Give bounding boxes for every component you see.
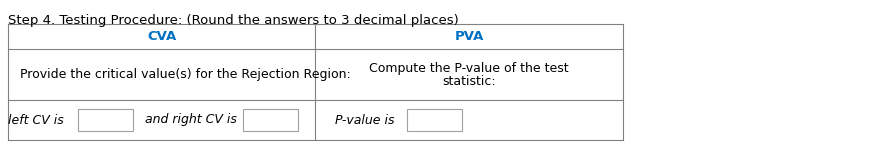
Text: CVA: CVA xyxy=(147,30,176,43)
Text: and right CV is: and right CV is xyxy=(145,114,237,127)
Text: Step 4. Testing Procedure: (Round the answers to 3 decimal places): Step 4. Testing Procedure: (Round the an… xyxy=(8,14,459,27)
Text: Compute the P-value of the test: Compute the P-value of the test xyxy=(369,62,568,75)
Text: left CV is: left CV is xyxy=(8,114,64,127)
Bar xyxy=(243,109,298,131)
Text: P-value is: P-value is xyxy=(335,114,395,127)
Text: PVA: PVA xyxy=(454,30,484,43)
Bar xyxy=(78,109,133,131)
Text: Provide the critical value(s) for the Rejection Region:: Provide the critical value(s) for the Re… xyxy=(20,68,351,81)
Text: statistic:: statistic: xyxy=(442,75,495,88)
Bar xyxy=(407,109,462,131)
